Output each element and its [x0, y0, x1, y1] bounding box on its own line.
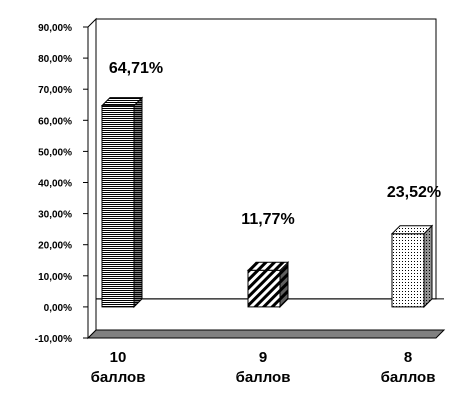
bar	[100, 96, 144, 309]
plot-floor	[86, 329, 446, 339]
y-tick-label: 20,00%	[38, 241, 72, 252]
bar-side	[133, 96, 143, 309]
bar-side	[423, 224, 433, 309]
y-tick-label: 70,00%	[38, 85, 72, 96]
y-tick-label: 40,00%	[38, 179, 72, 190]
category-label: баллов	[91, 369, 146, 386]
bar-top	[246, 261, 290, 271]
plot-side-wall	[87, 17, 97, 340]
bars-layer	[100, 96, 434, 309]
y-tick-label: 50,00%	[38, 147, 72, 158]
y-tick-label: 60,00%	[38, 116, 72, 127]
y-tick-label: -10,00%	[35, 334, 72, 345]
bar-top	[100, 97, 144, 107]
bar-front	[391, 233, 425, 308]
bar	[390, 224, 434, 309]
axis-layer: 90,00% 80,00% 70,00% 60,00% 50,00% 40,00% 30,0…	[35, 17, 446, 345]
bar-top	[390, 225, 434, 235]
category-label: баллов	[381, 369, 436, 386]
category-label: 10	[110, 349, 127, 366]
data-label: 11,77%	[241, 211, 294, 228]
y-tick-label: 0,00%	[44, 303, 72, 314]
data-label: 23,52%	[387, 184, 441, 201]
y-tick-label: 90,00%	[38, 23, 72, 34]
bar	[246, 261, 290, 309]
bar-front	[247, 269, 281, 308]
labels-layer: 64,71% 11,77% 23,52% 10 баллов 9 баллов 8 баллов	[91, 60, 442, 386]
y-tick-label: 80,00%	[38, 54, 72, 65]
y-tick-label: 30,00%	[38, 210, 72, 221]
data-label: 64,71%	[109, 60, 163, 77]
y-tick-label: 10,00%	[38, 272, 72, 283]
bar-front	[101, 105, 135, 308]
category-label: 8	[404, 349, 412, 366]
category-label: 9	[259, 349, 267, 366]
plot-back-wall	[95, 18, 437, 300]
category-label: баллов	[236, 369, 291, 386]
